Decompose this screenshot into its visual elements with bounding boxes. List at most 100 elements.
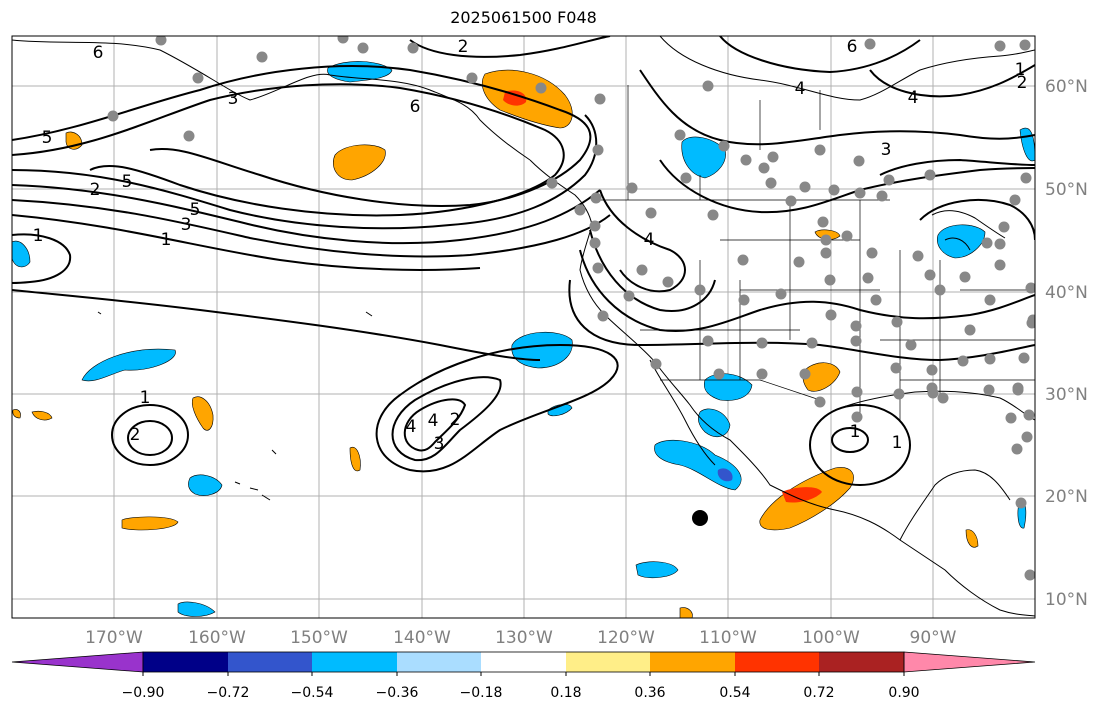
station-dot (594, 93, 606, 105)
station-dot (1011, 443, 1023, 455)
station-dot (893, 388, 905, 400)
contour-label: 1 (850, 422, 861, 442)
positive-anomaly-texas (802, 362, 841, 392)
longitude-label: 100°W (802, 628, 860, 648)
station-dot (824, 274, 836, 286)
station-dot (891, 316, 903, 328)
station-dot (998, 221, 1010, 233)
colorbar-segment (819, 652, 904, 672)
colorbar-tick-label: −0.36 (376, 685, 419, 701)
longitude-label: 170°W (85, 628, 143, 648)
contour-label: 4 (908, 88, 919, 108)
station-dot (192, 72, 204, 84)
station-dot (850, 335, 862, 347)
colorbar-tick-label: 0.36 (634, 685, 665, 701)
station-dot (841, 230, 853, 242)
station-dot (924, 269, 936, 281)
station-dot (984, 294, 996, 306)
positive-anomaly-small-7 (12, 409, 21, 419)
negative-anomaly-canada (681, 136, 726, 179)
contour-label: 1 (161, 230, 172, 250)
station-dot (574, 204, 586, 216)
colorbar-segment (735, 652, 819, 672)
station-dot (407, 42, 419, 54)
station-dot (645, 207, 657, 219)
station-dot (785, 195, 797, 207)
station-dot (589, 220, 601, 232)
station-dot (713, 368, 725, 380)
station-dot (806, 337, 818, 349)
positive-anomaly-small-5 (965, 529, 979, 548)
negative-anomaly-small-1 (12, 240, 31, 268)
longitude-label: 120°W (597, 628, 655, 648)
station-dot (876, 190, 888, 202)
station-dot (1021, 431, 1033, 443)
negative-anomaly-greatlakes (937, 224, 986, 259)
contour-label: 4 (406, 417, 417, 437)
station-dot (589, 237, 601, 249)
station-dot (337, 36, 349, 44)
strong-anomaly-alaska (503, 90, 527, 106)
station-dot (1012, 384, 1024, 396)
positive-anomaly-hawaii-west (191, 396, 214, 431)
station-dot (937, 392, 949, 404)
station-dot (964, 324, 976, 336)
colorbar-segment (228, 652, 312, 672)
colorbar-segment (143, 652, 228, 672)
station-dot (851, 386, 863, 398)
station-dot (636, 264, 648, 276)
station-dot (850, 320, 862, 332)
longitude-label: 110°W (699, 628, 757, 648)
station-dot (981, 237, 993, 249)
station-dot (765, 177, 777, 189)
contour-label: 1 (33, 226, 44, 246)
station-dot (905, 339, 917, 351)
longitude-labels: 170°W 160°W 150°W 140°W 130°W 120°W 110°W 100°W… (85, 628, 957, 648)
station-dot (984, 353, 996, 365)
station-dot (866, 247, 878, 259)
station-dot (994, 40, 1006, 52)
station-dot (1019, 39, 1031, 51)
colorbar-tick-label: −0.72 (207, 685, 250, 701)
station-dot (983, 384, 995, 396)
positive-anomaly-south (121, 516, 179, 531)
contour-label: 4 (644, 230, 655, 250)
station-dot (1015, 497, 1027, 509)
station-dot (799, 181, 811, 193)
colorbar-segment (312, 652, 397, 672)
station-dot (853, 155, 865, 167)
station-dot (107, 110, 119, 122)
colorbar-segment (397, 652, 481, 672)
contour-label: 3 (881, 140, 892, 160)
negative-anomaly-westpac (81, 348, 176, 382)
station-dot (864, 38, 876, 50)
forecast-point-marker (692, 510, 708, 526)
colorbar-extend-high (903, 651, 1036, 673)
station-dot (592, 262, 604, 274)
station-dot (926, 382, 938, 394)
station-dot (1020, 172, 1032, 184)
latitude-label: 40°N (1045, 283, 1088, 303)
station-dot (738, 294, 750, 306)
colorbar-tick-label: −0.90 (122, 685, 165, 701)
latitude-labels: 60°N 50°N 40°N 30°N 20°N 10°N (1045, 77, 1088, 610)
station-dot (926, 364, 938, 376)
latitude-label: 20°N (1045, 487, 1088, 507)
colorbar-tick-label: −0.54 (291, 685, 334, 701)
station-dot (934, 284, 946, 296)
station-dot (959, 271, 971, 283)
contour-label: 3 (434, 434, 445, 454)
colorbar-tick-label: 0.18 (550, 685, 581, 701)
negative-anomaly-south (635, 561, 679, 579)
positive-anomaly-small-3 (31, 410, 53, 421)
colorbar-tick-label: 0.90 (888, 685, 919, 701)
station-dot (775, 288, 787, 300)
contour-label: 6 (847, 37, 858, 57)
contour-label: 6 (93, 43, 104, 63)
station-dot (767, 151, 779, 163)
negative-anomaly-baja (654, 439, 742, 491)
positive-anomaly-small-4 (814, 229, 841, 240)
station-dot (707, 209, 719, 221)
positive-anomaly-gulf (332, 144, 386, 181)
station-dot (590, 192, 602, 204)
